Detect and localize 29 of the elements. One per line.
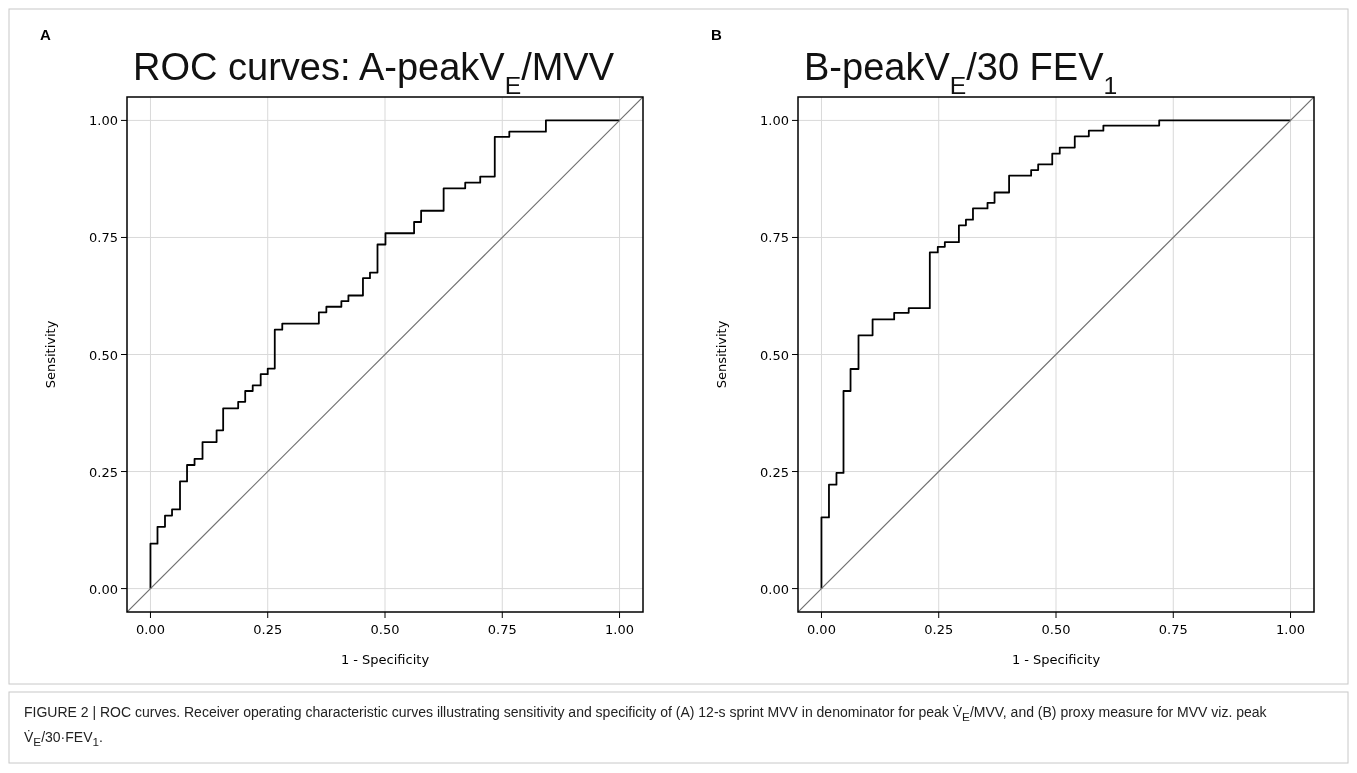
x-tick-label: 0.00	[135, 622, 165, 637]
text: B	[711, 26, 722, 43]
x-axis-title: 1 - Specificity	[340, 652, 430, 667]
x-tick-label: 0.25	[924, 622, 954, 637]
x-tick-label: 0.50	[1041, 622, 1071, 637]
text: A	[40, 26, 51, 43]
y-tick-label: 0.50	[760, 347, 789, 363]
y-axis-title: Sensitivity	[714, 320, 729, 389]
x-tick-label: 0.75	[487, 622, 517, 637]
x-tick-label: 1.00	[1276, 622, 1306, 637]
y-tick-label: 0.75	[760, 230, 789, 246]
y-tick-label: 1.00	[89, 113, 118, 129]
chart-title: ROC curves: A-peakV$_{E}$/MVV	[133, 46, 615, 99]
x-tick-label: 0.75	[1158, 622, 1188, 637]
x-tick-label: 0.25	[253, 622, 283, 637]
x-tick-label: 0.50	[370, 622, 400, 637]
x-tick-label: 0.00	[806, 622, 836, 637]
x-tick-label: 1.00	[605, 622, 635, 637]
text: FIGURE 2 | ROC curves. Receiver operating characteristic curves illustrating sensitivity and specificity of (A) 12-s sprint MVV in denominator for peak V̇$_{E}$/MVV, and (B) proxy measure for MVV viz. peak V̇$_{E}$/30·FEV$_{1}$.	[24, 704, 1267, 748]
y-tick-label: 0.00	[760, 581, 789, 597]
y-axis-title: Sensitivity	[43, 320, 58, 389]
y-tick-label: 1.00	[760, 113, 789, 129]
x-axis-title: 1 - Specificity	[1011, 652, 1101, 667]
y-tick-label: 0.75	[89, 230, 118, 246]
y-tick-label: 0.25	[89, 464, 118, 480]
y-tick-label: 0.25	[760, 464, 789, 480]
y-tick-label: 0.50	[89, 347, 118, 363]
y-tick-label: 0.00	[89, 581, 118, 597]
chart-title: B-peakV$_{E}$/30 FEV$_{1}$	[804, 46, 1118, 99]
